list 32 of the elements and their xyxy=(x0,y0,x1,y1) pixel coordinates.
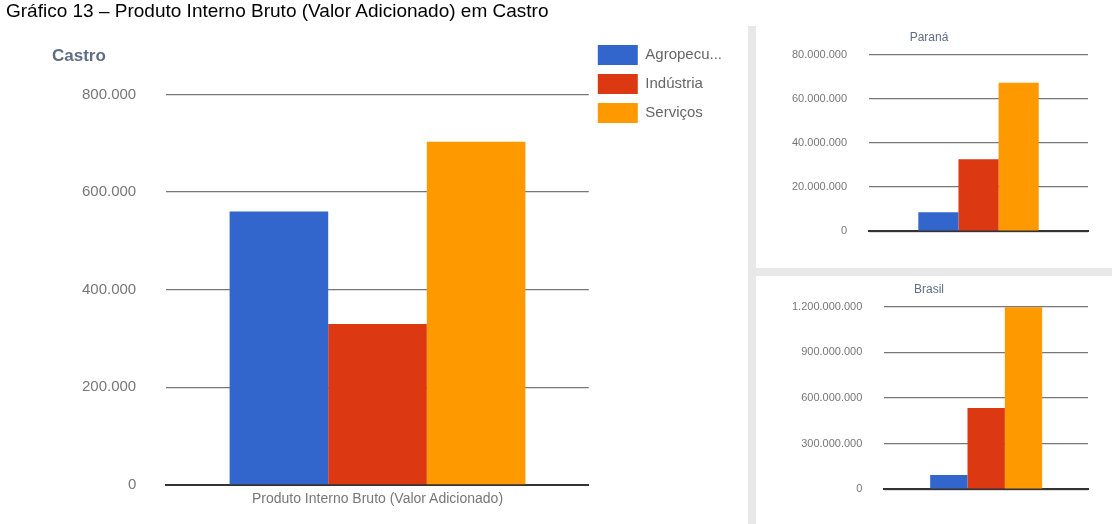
y-tick-label: 20.000.000 xyxy=(791,180,848,193)
x-tick-label: Produto Interno Bruto (Valor Adicionado) xyxy=(251,490,504,507)
bar xyxy=(930,475,968,489)
bar xyxy=(918,212,959,231)
bar xyxy=(328,323,427,485)
y-tick-label: 900.000.000 xyxy=(801,345,863,358)
bar xyxy=(1004,307,1043,489)
legend-label: Serviços xyxy=(645,103,703,121)
y-tick-label: 1.200.000.000 xyxy=(791,299,863,312)
y-tick-label: 0 xyxy=(856,482,863,495)
bar xyxy=(229,211,329,485)
chart-title: Paraná xyxy=(909,29,949,44)
legend-label: Indústria xyxy=(645,74,704,92)
text: Gráfico 13 – Produto Interno Bruto (Valor Adicionado) em Castro xyxy=(6,0,549,21)
bar xyxy=(958,159,999,231)
y-tick-label: 600.000 xyxy=(81,182,137,200)
y-tick-label: 600.000.000 xyxy=(801,390,863,403)
y-tick-label: 200.000 xyxy=(81,377,137,395)
y-tick-label: 80.000.000 xyxy=(791,47,848,60)
bar xyxy=(967,408,1005,489)
bar xyxy=(998,82,1039,231)
bar xyxy=(426,141,526,485)
legend-label: Agropecu... xyxy=(645,45,722,63)
chart-title: Brasil xyxy=(913,281,945,296)
y-tick-label: 60.000.000 xyxy=(791,91,848,104)
y-tick-label: 0 xyxy=(127,475,137,493)
y-tick-label: 0 xyxy=(840,224,848,237)
y-tick-label: 400.000 xyxy=(81,279,137,297)
y-tick-label: 300.000.000 xyxy=(801,436,863,449)
y-tick-label: 40.000.000 xyxy=(791,135,848,148)
chart-title: Castro xyxy=(52,45,106,65)
y-tick-label: 800.000 xyxy=(81,84,137,102)
